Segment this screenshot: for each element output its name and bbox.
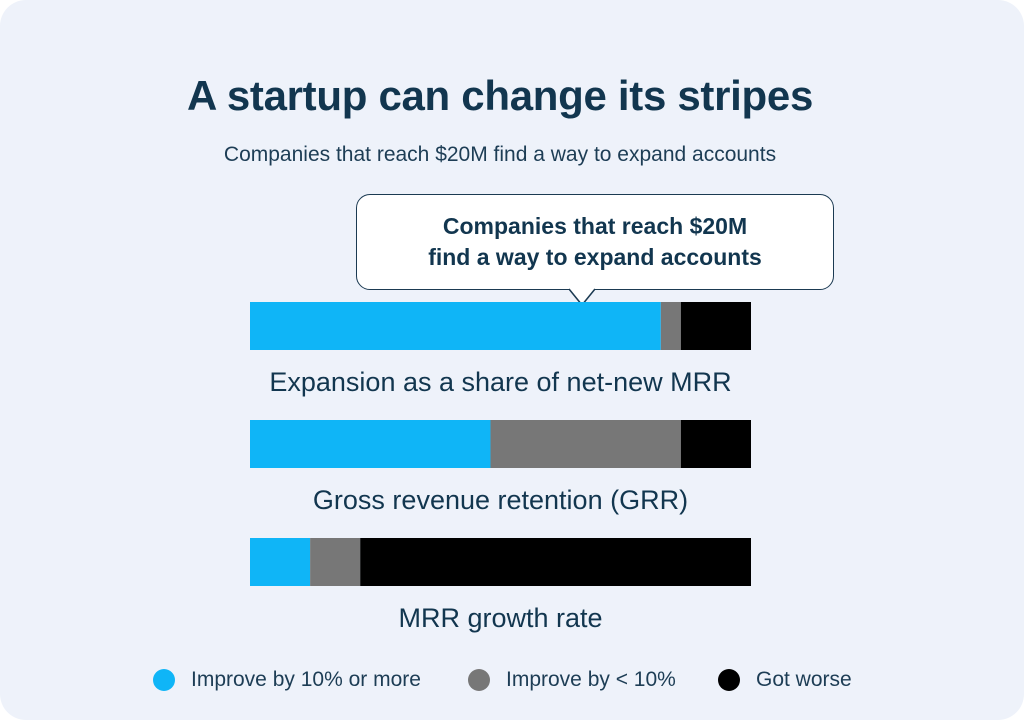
legend-item-improve-10-plus: Improve by 10% or more [153, 664, 421, 696]
stacked-bar-chart: Expansion as a share of net-new MRR Gross… [250, 302, 751, 633]
category-label-mrr-growth-rate: MRR growth rate [398, 603, 602, 633]
callout-line-1: Companies that reach $20M [442, 213, 748, 239]
legend-label-improve-10-plus: Improve by 10% or more [191, 668, 421, 691]
callout-line-2: find a way to expand accounts [428, 244, 762, 270]
bar-segment-gross-revenue-retention-grr-improve-by-10-or-more [250, 420, 491, 468]
bar-segment-expansion-as-a-share-of-net-new-mrr-improve-by-10 [660, 302, 681, 350]
legend-swatch-got-worse [718, 669, 740, 691]
chart-title: A startup can change its stripes [186, 72, 814, 119]
chart-subtitle: Companies that reach $20M find a way to … [223, 143, 777, 166]
bar-segment-expansion-as-a-share-of-net-new-mrr-improve-by-10-or-more [250, 302, 661, 350]
bar-segment-mrr-growth-rate-got-worse [360, 538, 751, 586]
legend-swatch-improve-10-plus [153, 669, 175, 691]
legend-item-got-worse: Got worse [718, 664, 852, 696]
category-label-expansion-as-a-share-of-net-new-mrr: Expansion as a share of net-new MRR [269, 367, 731, 397]
bar-segment-mrr-growth-rate-improve-by-10 [310, 538, 361, 586]
chart-legend: Improve by 10% or more Improve by < 10% … [0, 664, 1024, 696]
legend-label-improve-lt-10: Improve by < 10% [506, 668, 676, 691]
category-label-gross-revenue-retention-grr: Gross revenue retention (GRR) [313, 485, 688, 515]
legend-label-got-worse: Got worse [756, 668, 852, 691]
bar-segment-gross-revenue-retention-grr-got-worse [680, 420, 751, 468]
bar-segment-expansion-as-a-share-of-net-new-mrr-got-worse [680, 302, 751, 350]
bar-segment-gross-revenue-retention-grr-improve-by-10 [490, 420, 681, 468]
legend-swatch-improve-lt-10 [468, 669, 490, 691]
callout-box: Companies that reach $20M find a way to … [356, 194, 834, 290]
bar-segment-mrr-growth-rate-improve-by-10-or-more [250, 538, 311, 586]
legend-item-improve-lt-10: Improve by < 10% [468, 664, 676, 696]
